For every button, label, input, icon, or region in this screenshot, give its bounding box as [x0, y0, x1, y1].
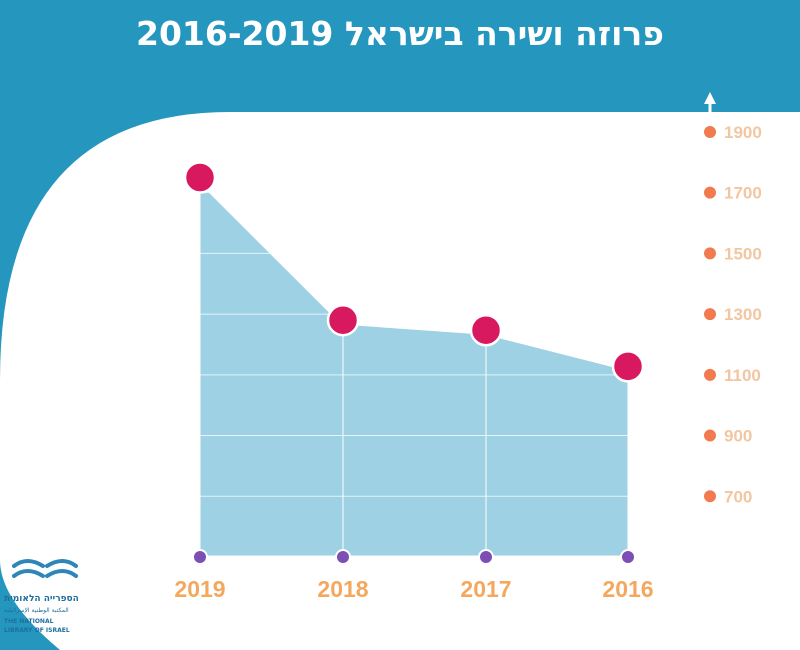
- x-tick-label-2018: 2018: [317, 576, 368, 602]
- logo-english-line2: LIBRARY OF ISRAEL: [4, 627, 70, 634]
- x-tick-marker-2017: [478, 549, 494, 565]
- series-line: [196, 174, 630, 371]
- data-label-2017: 1247: [453, 263, 515, 294]
- y-tick-label-1100: 1100: [724, 366, 761, 385]
- y-tick-label-1700: 1700: [724, 184, 762, 203]
- y-tick-marker-1900: [702, 123, 718, 140]
- x-tick-label-2016: 2016: [602, 576, 653, 602]
- x-tick-label-2017: 2017: [460, 576, 511, 602]
- y-tick-marker-900: [702, 427, 718, 444]
- x-tick-marker-2018: [335, 549, 351, 565]
- x-tick-label-2019: 2019: [174, 576, 225, 602]
- x-tick-marker-2016: [620, 549, 636, 565]
- y-tick-marker-1700: [702, 184, 718, 201]
- data-label-2016: 1128: [596, 305, 657, 336]
- x-axis-arrow-icon: [112, 551, 126, 563]
- y-tick-marker-700: [702, 488, 718, 505]
- data-point-2017: [469, 313, 503, 347]
- y-tick-label-700: 700: [724, 487, 752, 506]
- logo-english-line1: THE NATIONAL: [4, 618, 54, 625]
- y-tick-label-900: 900: [724, 427, 752, 446]
- area-fill: [200, 177, 628, 557]
- data-point-2019: [183, 161, 217, 194]
- y-axis-arrow-icon: [704, 92, 716, 104]
- book-logo-icon: [12, 559, 78, 578]
- library-logo: הספרייה הלאומית المكتبة الوطنية الإسرائي…: [4, 552, 86, 648]
- line-layer: [196, 174, 630, 371]
- area-layer: [200, 177, 628, 557]
- label-layer: 700 900 1100 1300 1500 1700 1900 2019 2018 2017 20…: [169, 115, 762, 603]
- data-label-2018: 1280: [310, 253, 372, 284]
- y-tick-label-1500: 1500: [724, 244, 762, 263]
- logo-arabic-name: المكتبة الوطنية الإسرائيلية: [4, 607, 69, 614]
- marker-layer: [183, 123, 718, 565]
- x-tick-marker-2019: [192, 549, 208, 565]
- data-point-2018: [326, 303, 360, 337]
- chart-title: פרוזה ושירה בישראל 2016-2019: [136, 14, 664, 53]
- data-point-2016: [611, 350, 645, 383]
- y-tick-label-1300: 1300: [724, 305, 762, 324]
- y-tick-marker-1500: [702, 245, 718, 262]
- y-tick-marker-1300: [702, 306, 718, 323]
- y-tick-marker-1100: [702, 366, 718, 383]
- data-label-2019: 1750: [169, 115, 231, 146]
- y-tick-label-1900: 1900: [724, 123, 762, 142]
- logo-hebrew-name: הספרייה הלאומית: [4, 594, 79, 604]
